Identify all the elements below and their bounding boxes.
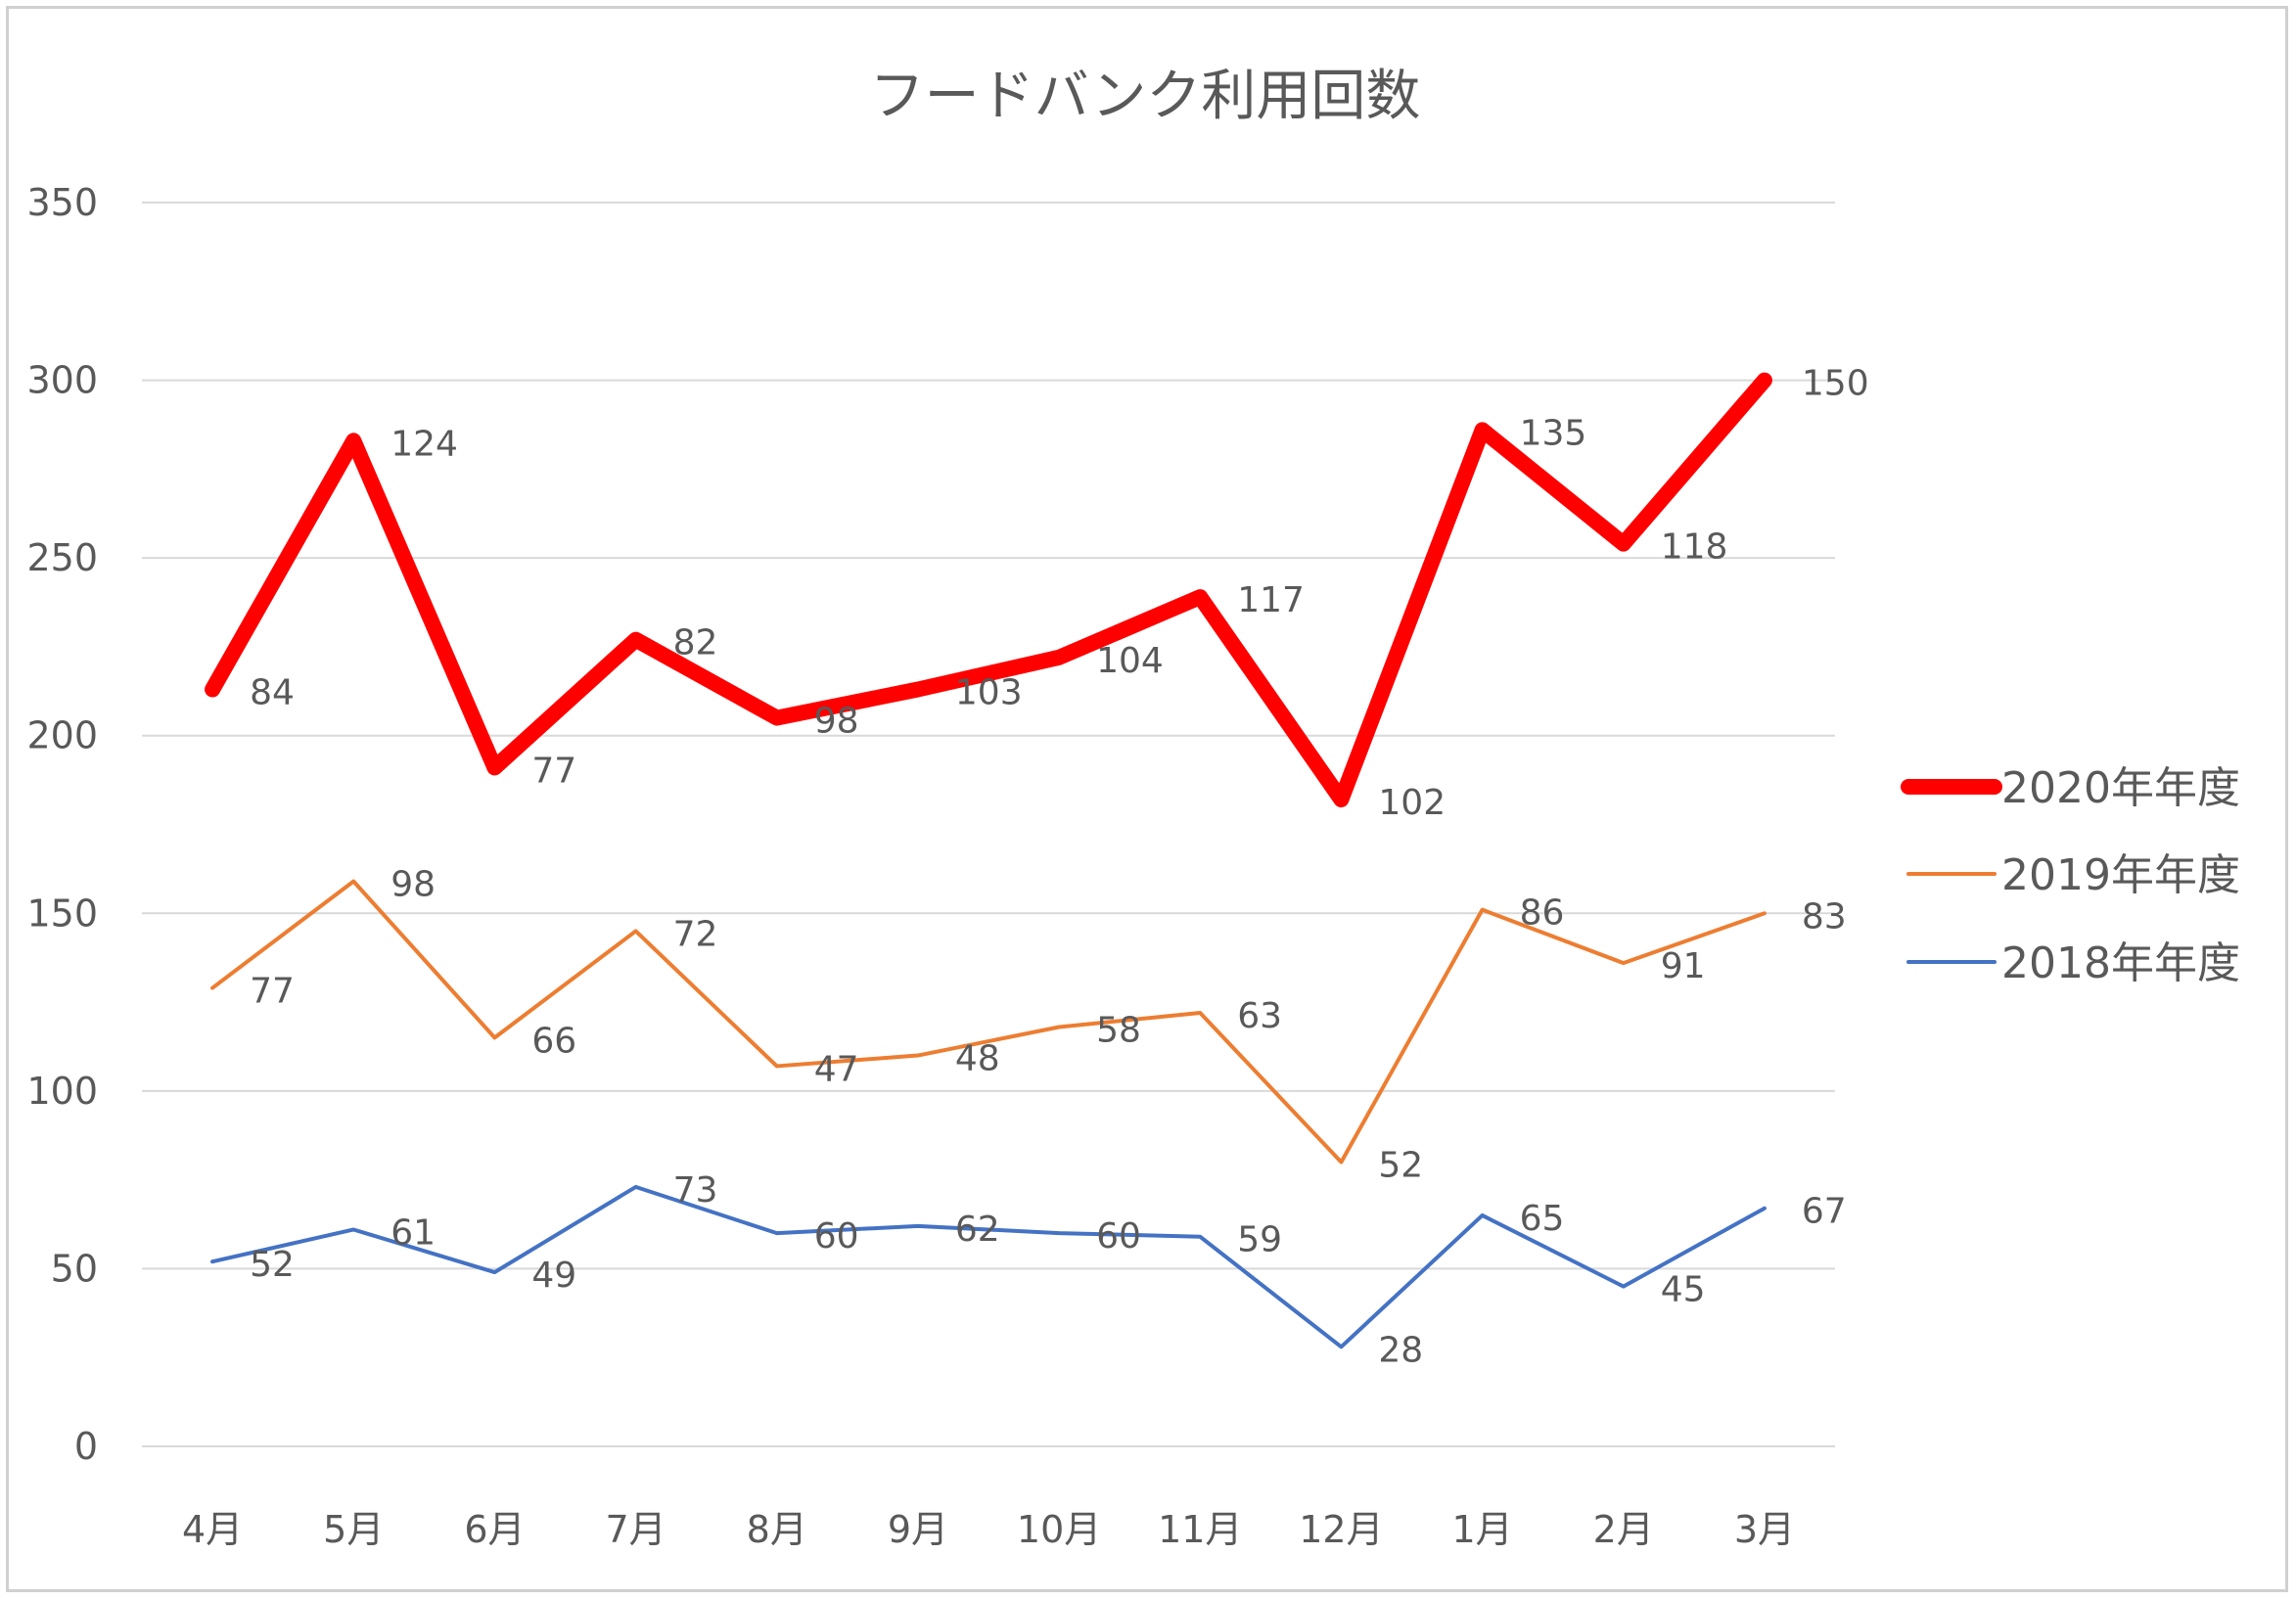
- data-label: 63: [1237, 996, 1282, 1036]
- series-lines: [205, 372, 1772, 1349]
- data-label: 117: [1237, 580, 1305, 620]
- data-label: 48: [955, 1039, 1000, 1079]
- data-label: 73: [673, 1170, 718, 1211]
- y-tick-label: 0: [74, 1425, 98, 1468]
- data-label: 61: [390, 1212, 436, 1253]
- series-line-1: [210, 879, 1767, 1165]
- data-label: 62: [955, 1210, 1000, 1250]
- chart-title: フードバンク利用回数: [870, 65, 1421, 128]
- data-label: 49: [531, 1256, 576, 1296]
- data-label: 72: [673, 914, 718, 954]
- y-tick-label: 150: [26, 891, 98, 935]
- x-tick-label: 6月: [464, 1508, 525, 1551]
- data-label: 65: [1520, 1199, 1565, 1239]
- data-label: 52: [250, 1245, 295, 1285]
- series-line-2: [210, 1184, 1767, 1349]
- x-tick-label: 11月: [1158, 1508, 1242, 1551]
- legend-label: 2018年年度: [2001, 938, 2240, 988]
- data-labels: 52 61 49 73 60 62 60 59 28 65 45 67 77 98 66 72 47 48 58 63…: [250, 364, 1869, 1371]
- x-tick-label: 5月: [323, 1508, 384, 1551]
- data-label: 82: [673, 623, 718, 663]
- data-label: 47: [814, 1049, 859, 1089]
- x-tick-label: 3月: [1734, 1508, 1795, 1551]
- legend-label: 2020年年度: [2001, 763, 2240, 813]
- y-tick-label: 100: [26, 1070, 98, 1113]
- data-label: 98: [390, 865, 436, 905]
- data-label: 150: [1802, 364, 1869, 404]
- legend-label: 2019年年度: [2001, 850, 2240, 900]
- x-tick-label: 9月: [888, 1508, 948, 1551]
- series-line-0: [205, 372, 1772, 808]
- data-label: 86: [1520, 893, 1565, 934]
- data-label: 77: [531, 751, 576, 791]
- data-label: 98: [814, 702, 859, 742]
- data-label: 102: [1378, 783, 1446, 823]
- y-axis-ticks: 0 50 100 150 200 250 300 350: [26, 181, 98, 1468]
- data-label: 60: [1096, 1216, 1141, 1257]
- legend: 2020年年度 2019年年度 2018年年度: [1901, 763, 2240, 988]
- gridlines: [142, 202, 1835, 1447]
- chart-frame: [6, 6, 2288, 1592]
- data-label: 67: [1802, 1192, 1847, 1232]
- data-label: 135: [1520, 413, 1587, 453]
- data-label: 103: [955, 673, 1023, 713]
- data-label: 59: [1237, 1220, 1282, 1260]
- x-tick-label: 4月: [182, 1508, 243, 1551]
- x-tick-label: 10月: [1017, 1508, 1101, 1551]
- data-label: 45: [1661, 1270, 1706, 1310]
- y-tick-label: 300: [26, 359, 98, 402]
- data-label: 91: [1661, 946, 1706, 986]
- data-label: 118: [1661, 527, 1728, 568]
- y-tick-label: 200: [26, 714, 98, 757]
- x-tick-label: 8月: [747, 1508, 807, 1551]
- data-label: 83: [1802, 896, 1847, 937]
- y-tick-label: 50: [51, 1247, 98, 1290]
- x-tick-label: 1月: [1451, 1508, 1512, 1551]
- data-label: 60: [814, 1216, 859, 1257]
- x-tick-label: 12月: [1299, 1508, 1383, 1551]
- data-label: 52: [1378, 1145, 1423, 1185]
- data-label: 84: [250, 673, 295, 713]
- x-tick-label: 2月: [1593, 1508, 1654, 1551]
- x-axis-ticks: 4月 5月 6月 7月 8月 9月 10月 11月 12月 1月 2月 3月: [182, 1508, 1795, 1551]
- data-label: 124: [390, 424, 458, 464]
- data-label: 28: [1378, 1330, 1423, 1370]
- data-label: 104: [1096, 641, 1164, 681]
- data-label: 77: [250, 972, 295, 1012]
- y-tick-label: 350: [26, 181, 98, 224]
- x-tick-label: 7月: [605, 1508, 666, 1551]
- data-label: 66: [531, 1021, 576, 1061]
- data-label: 58: [1096, 1010, 1141, 1050]
- y-tick-label: 250: [26, 536, 98, 579]
